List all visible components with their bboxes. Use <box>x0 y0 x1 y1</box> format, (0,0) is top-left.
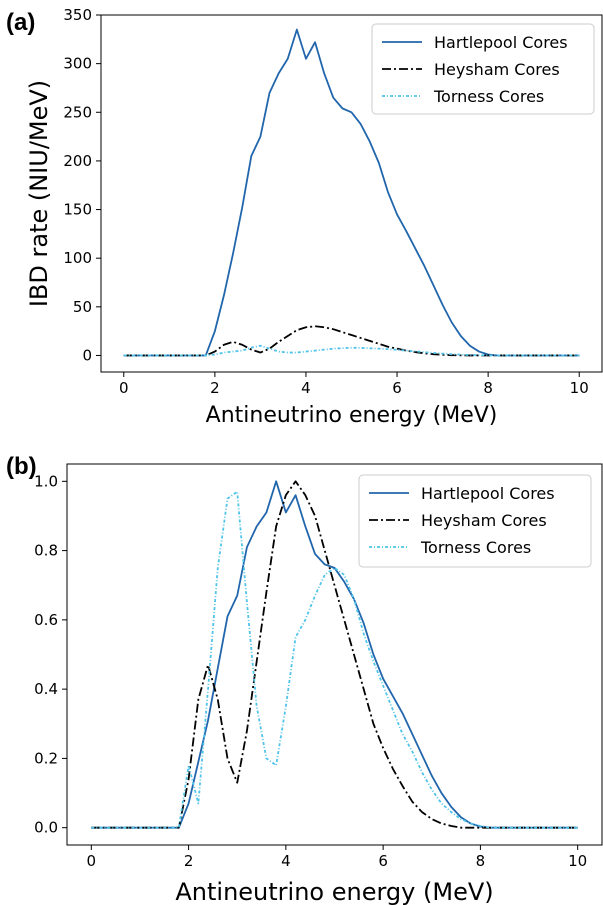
panel-label: (a) <box>6 9 35 36</box>
plot-frame <box>66 463 603 846</box>
legend-label: Heysham Cores <box>421 511 547 530</box>
x-tick-label: 10 <box>568 852 587 870</box>
series-line-hartlepool-cores <box>123 28 580 357</box>
y-tick-label: 0.8 <box>34 542 58 560</box>
x-tick-label: 4 <box>301 379 311 397</box>
x-tick-label: 2 <box>210 379 220 397</box>
legend-label: Hartlepool Cores <box>434 33 568 52</box>
x-axis-title: Antineutrino energy (MeV) <box>175 878 493 905</box>
y-tick-label: 0.0 <box>34 819 58 837</box>
x-tick-label: 2 <box>184 852 194 870</box>
legend-label: Torness Cores <box>433 87 544 106</box>
legend-label: Hartlepool Cores <box>421 484 555 503</box>
x-tick-label: 6 <box>392 379 402 397</box>
x-tick-label: 10 <box>570 379 589 397</box>
legend <box>371 23 595 115</box>
x-axis-title: Antineutrino energy (MeV) <box>206 403 498 428</box>
x-tick-label: 0 <box>87 852 97 870</box>
y-tick-label: 1.0 <box>34 472 58 490</box>
legend-label: Torness Cores <box>420 538 531 557</box>
series-line-torness-cores <box>123 344 580 357</box>
x-tick-label: 0 <box>119 379 129 397</box>
plot-frame <box>100 14 603 373</box>
y-tick-label: 0.2 <box>34 749 58 767</box>
x-tick-label: 6 <box>378 852 388 870</box>
y-tick-label: 200 <box>63 152 92 170</box>
y-tick-label: 300 <box>63 55 92 73</box>
y-tick-label: 50 <box>73 298 92 316</box>
legend-label: Heysham Cores <box>434 60 560 79</box>
x-tick-label: 8 <box>483 379 493 397</box>
series-line-heysham-cores <box>123 325 580 357</box>
y-tick-label: 150 <box>63 201 92 219</box>
panel-b: (b) 0 2 4 6 8 10 0.0 0.2 0.4 0.6 0.8 1.0 Antineutrino… <box>6 453 603 905</box>
y-tick-label: 350 <box>63 6 92 24</box>
legend <box>358 474 592 568</box>
y-tick-label: 0.4 <box>34 680 58 698</box>
y-tick-label: 0 <box>82 346 92 364</box>
y-tick-label: 100 <box>63 249 92 267</box>
panel-label: (b) <box>6 453 37 480</box>
y-axis-title: IBD rate (NIU/MeV) <box>25 80 53 307</box>
y-tick-label: 250 <box>63 103 92 121</box>
series-line-heysham-cores <box>91 480 578 829</box>
y-tick-label: 0.6 <box>34 611 58 629</box>
x-tick-label: 4 <box>281 852 291 870</box>
x-tick-label: 8 <box>476 852 486 870</box>
panel-a: (a)0 2 4 6 8 10050100150200250300350Antineutr… <box>6 6 603 428</box>
